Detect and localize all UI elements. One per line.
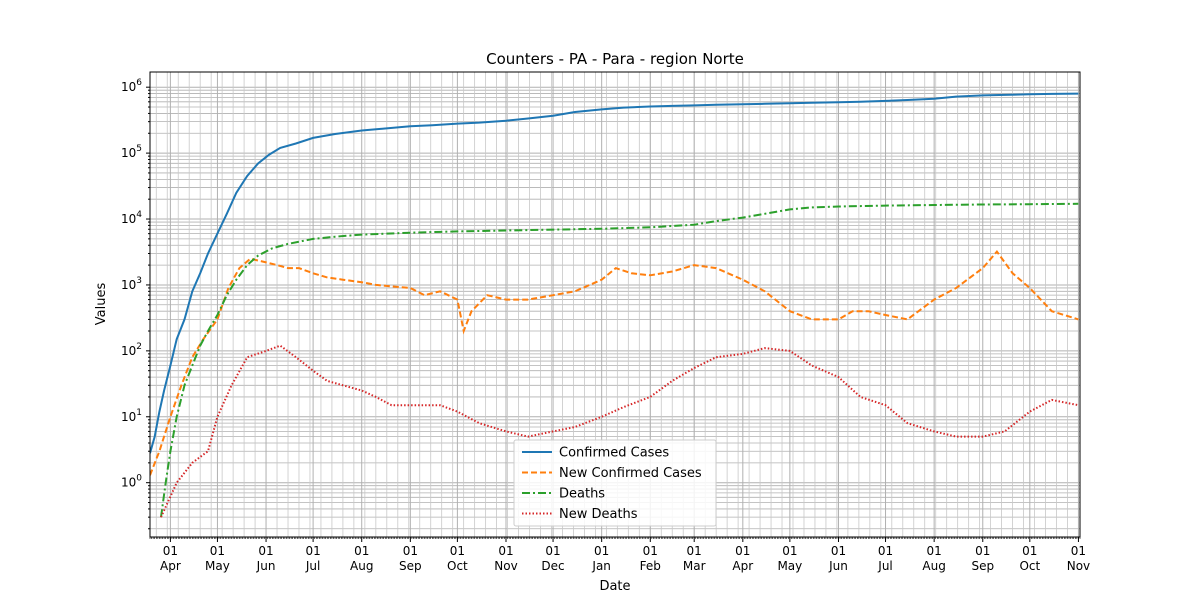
x-grid	[155, 72, 1079, 537]
x-tick-month: Feb	[640, 559, 661, 573]
x-tick-day: 01	[545, 544, 560, 558]
x-axis: 01Apr01May01Jun01Jul01Aug01Sep01Oct01Nov…	[149, 537, 1090, 573]
x-tick-day: 01	[354, 544, 369, 558]
x-tick-month: Sep	[971, 559, 994, 573]
series-layer	[150, 92, 1079, 518]
y-tick-label: 105	[121, 144, 142, 160]
y-tick-base: 10	[121, 410, 136, 424]
y-tick-base: 10	[121, 278, 136, 292]
y-tick-exponent: 4	[136, 210, 142, 220]
series-line-1	[150, 92, 1079, 454]
y-tick-exponent: 0	[136, 474, 142, 484]
y-tick-exponent: 3	[136, 276, 142, 286]
y-axis-label: Values	[94, 283, 109, 326]
legend-label: New Confirmed Cases	[559, 466, 702, 481]
x-tick-day: 01	[258, 544, 273, 558]
x-tick-month: Sep	[399, 559, 422, 573]
x-tick-month: Jul	[877, 559, 892, 573]
x-tick-month: Apr	[160, 559, 181, 573]
y-tick-exponent: 5	[136, 144, 142, 154]
x-tick-month: Nov	[494, 559, 517, 573]
x-tick-month: Oct	[1019, 559, 1040, 573]
y-tick-base: 10	[121, 212, 136, 226]
x-tick-month: Aug	[350, 559, 373, 573]
chart-title: Counters - PA - Para - region Norte	[486, 50, 744, 68]
x-tick-month: Mar	[683, 559, 706, 573]
legend-label: Deaths	[559, 487, 605, 502]
x-tick-day: 01	[305, 544, 320, 558]
x-tick-month: May	[205, 559, 230, 573]
legend-box	[513, 439, 717, 527]
x-tick-month: Apr	[732, 559, 753, 573]
x-tick-month: Nov	[1067, 559, 1090, 573]
x-tick-day: 01	[594, 544, 609, 558]
y-tick-base: 10	[121, 146, 136, 160]
x-tick-month: Jun	[828, 559, 848, 573]
y-tick-base: 10	[121, 476, 136, 490]
y-tick-label: 102	[121, 342, 142, 358]
series-line-4	[160, 344, 1079, 518]
x-tick-day: 01	[782, 544, 797, 558]
x-tick-day: 01	[643, 544, 658, 558]
y-tick-exponent: 6	[136, 78, 142, 88]
x-tick-day: 01	[735, 544, 750, 558]
x-tick-day: 01	[403, 544, 418, 558]
x-tick-day: 01	[163, 544, 178, 558]
y-tick-label: 100	[121, 474, 142, 490]
x-tick-day: 01	[210, 544, 225, 558]
legend-label: New Deaths	[559, 507, 638, 522]
x-tick-day: 01	[450, 544, 465, 558]
x-tick-day: 01	[927, 544, 942, 558]
x-tick-day: 01	[831, 544, 846, 558]
legend-label: Confirmed Cases	[559, 446, 669, 461]
y-tick-exponent: 2	[136, 342, 142, 352]
x-tick-month: Oct	[447, 559, 468, 573]
x-tick-day: 01	[498, 544, 513, 558]
x-tick-day: 01	[1071, 544, 1086, 558]
y-tick-base: 10	[121, 80, 136, 94]
legend: Confirmed Cases New Confirmed Cases Deaths…	[513, 439, 717, 527]
y-tick-base: 10	[121, 344, 136, 358]
y-tick-label: 101	[121, 408, 142, 424]
x-tick-day: 01	[975, 544, 990, 558]
y-tick-label: 106	[121, 78, 142, 94]
x-tick-month: Jul	[305, 559, 320, 573]
x-tick-day: 01	[687, 544, 702, 558]
x-tick-day: 01	[1022, 544, 1037, 558]
y-tick-label: 104	[121, 210, 142, 226]
x-axis-label: Date	[599, 579, 630, 594]
x-tick-day: 01	[878, 544, 893, 558]
x-tick-month: Jun	[256, 559, 276, 573]
y-tick-label: 103	[121, 276, 142, 292]
x-tick-month: Jan	[591, 559, 611, 573]
x-tick-month: Aug	[922, 559, 945, 573]
x-tick-month: May	[777, 559, 802, 573]
series-line-2	[150, 249, 1079, 476]
x-tick-month: Dec	[541, 559, 564, 573]
y-tick-exponent: 1	[136, 408, 142, 418]
